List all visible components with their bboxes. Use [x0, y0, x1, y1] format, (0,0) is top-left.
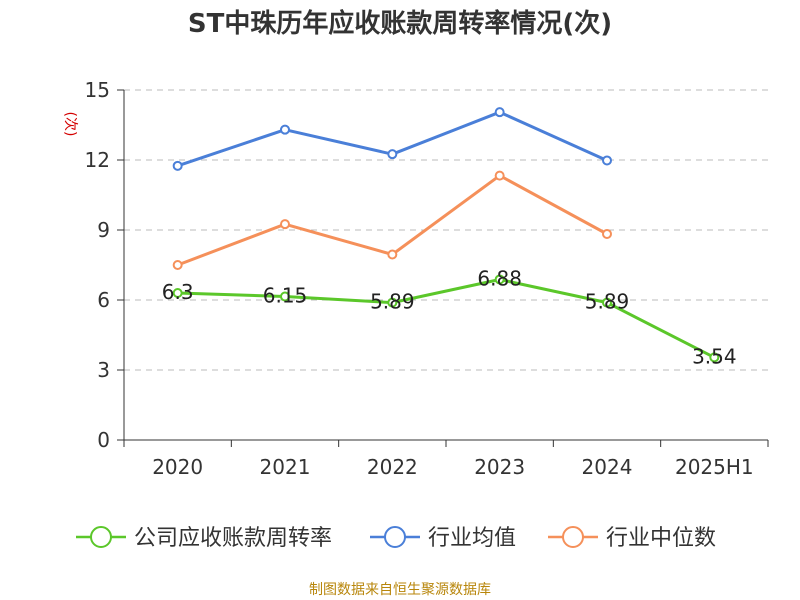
x-tick-label: 2023	[474, 455, 525, 479]
series-line	[177, 278, 715, 359]
x-tick-label: 2021	[260, 455, 311, 479]
series-0	[172, 274, 720, 363]
x-tick-label: 2022	[367, 455, 418, 479]
data-point	[494, 274, 505, 285]
legend-item: 行业均值	[370, 526, 516, 551]
y-tick-label: 3	[97, 358, 110, 382]
data-point	[172, 160, 183, 171]
y-tick-label: 6	[97, 288, 110, 312]
data-label: 6.3	[162, 280, 194, 304]
legend-marker	[90, 526, 112, 548]
chart-title: ST中珠历年应收账款周转率情况(次)	[188, 8, 612, 39]
data-label: 5.89	[585, 290, 630, 314]
grid	[124, 89, 768, 371]
y-tick-label: 0	[97, 428, 110, 452]
legend-label: 行业均值	[428, 526, 516, 551]
data-label: 5.89	[370, 290, 415, 314]
legend: 公司应收账款周转率 行业均值 行业中位数	[76, 526, 716, 551]
data-point	[280, 291, 290, 302]
x-tick-label: 2025H1	[675, 455, 754, 479]
legend-marker	[384, 526, 406, 548]
series-1	[172, 107, 612, 171]
y-tick-label: 15	[85, 78, 110, 102]
data-point	[602, 297, 612, 308]
source-note: 制图数据来自恒生聚源数据库	[309, 582, 491, 598]
legend-item: 公司应收账款周转率	[76, 526, 332, 551]
data-point	[172, 260, 183, 270]
legend-marker	[562, 526, 584, 548]
y-tick-label: 12	[85, 148, 110, 172]
data-labels: 6.3 6.15 5.89 6.88 5.89 3.54	[162, 266, 737, 368]
legend-label: 行业中位数	[606, 526, 716, 551]
axes: 0 3 6 9 12 15 2020 2021 2022 2023 2024 2025H1	[85, 78, 769, 479]
data-label: 6.88	[477, 266, 522, 290]
data-point	[602, 155, 612, 166]
data-point	[387, 149, 398, 160]
data-point	[602, 228, 612, 239]
data-point	[709, 352, 720, 363]
y-tick-label: 9	[97, 218, 110, 242]
series-2	[172, 170, 612, 270]
x-tick-label: 2024	[582, 455, 633, 479]
data-point	[494, 107, 505, 118]
legend-label: 公司应收账款周转率	[134, 526, 332, 551]
series-layer	[172, 107, 720, 363]
data-point	[172, 288, 183, 298]
legend-item: 行业中位数	[548, 526, 716, 551]
x-tick-label: 2020	[152, 455, 203, 479]
data-label: 6.15	[263, 284, 308, 308]
data-point	[387, 249, 398, 260]
data-point	[494, 170, 505, 181]
data-point	[387, 297, 398, 308]
data-point	[280, 219, 290, 230]
data-label: 3.54	[692, 344, 737, 368]
data-point	[280, 124, 290, 135]
y-axis-label: (次)	[62, 112, 78, 137]
